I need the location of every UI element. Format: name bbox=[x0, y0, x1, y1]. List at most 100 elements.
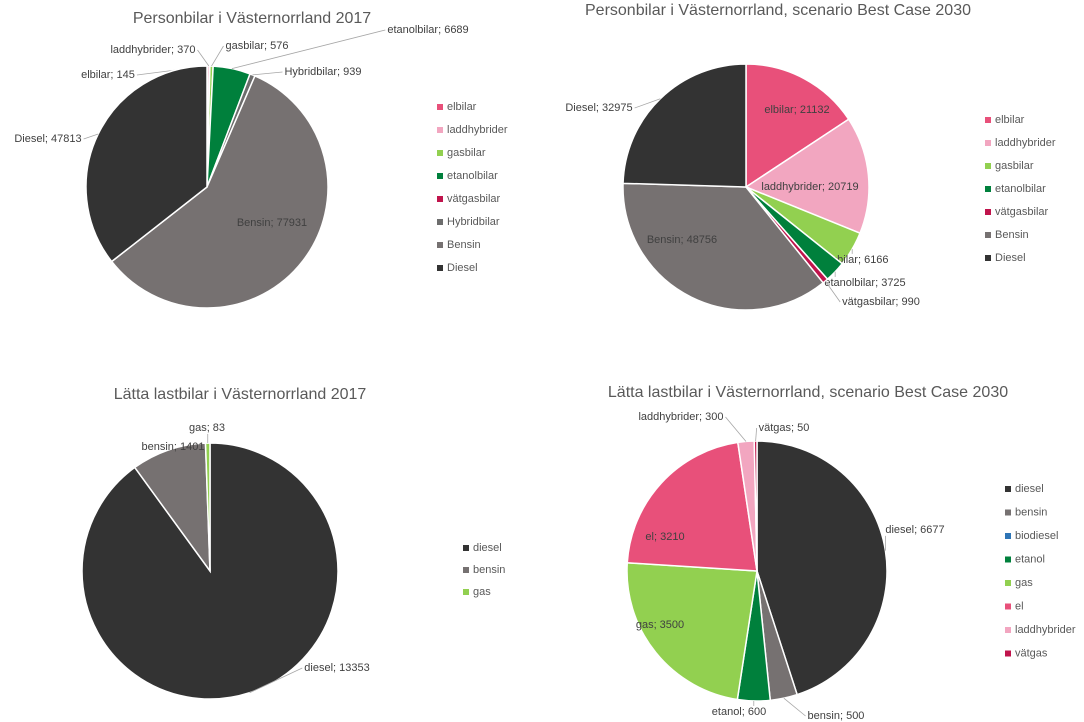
data-label: etanolbilar; 3725 bbox=[824, 277, 905, 289]
legend-swatch bbox=[1005, 580, 1011, 586]
legend-label: elbilar bbox=[447, 101, 477, 113]
legend-label: gas bbox=[1015, 577, 1033, 589]
legend-swatch bbox=[985, 209, 991, 215]
data-label: diesel; 13353 bbox=[304, 662, 369, 674]
pie-slice bbox=[756, 440, 888, 696]
legend-swatch bbox=[437, 219, 443, 225]
leader-line bbox=[211, 45, 224, 67]
data-label: etanolbilar; 6689 bbox=[387, 24, 468, 36]
legend-swatch bbox=[437, 265, 443, 271]
legend-label: laddhybrider bbox=[1015, 624, 1076, 636]
legend-swatch bbox=[985, 186, 991, 192]
pie-slice bbox=[744, 118, 870, 235]
legend-swatch bbox=[437, 104, 443, 110]
legend-swatch bbox=[1005, 603, 1011, 610]
legend-swatch bbox=[985, 117, 991, 123]
legend-label: vätgasbilar bbox=[995, 206, 1049, 218]
legend-label: Hybridbilar bbox=[447, 216, 500, 228]
legend-swatch bbox=[985, 255, 991, 261]
legend-label: diesel bbox=[473, 542, 502, 554]
leader-line bbox=[231, 29, 386, 69]
legend-label: Diesel bbox=[995, 252, 1026, 264]
leader-line bbox=[83, 133, 99, 140]
legend-swatch bbox=[1005, 509, 1011, 516]
pie-slice bbox=[622, 182, 825, 311]
data-label: gasbilar; 576 bbox=[226, 40, 289, 52]
legend-label: bensin bbox=[1015, 506, 1047, 518]
legend-label: laddhybrider bbox=[995, 137, 1056, 149]
legend-swatch bbox=[437, 196, 443, 202]
leader-line bbox=[755, 427, 758, 442]
data-label: elbilar; 145 bbox=[81, 69, 135, 81]
chart-title: Personbilar i Västernorrland 2017 bbox=[133, 10, 371, 27]
data-label: Bensin; 77931 bbox=[237, 217, 307, 229]
legend-label: gas bbox=[473, 586, 491, 598]
chart-title: Lätta lastbilar i Västernorrland 2017 bbox=[114, 386, 367, 403]
pie-slice bbox=[626, 561, 758, 701]
pie-slice bbox=[622, 63, 747, 188]
leader-line bbox=[197, 49, 210, 67]
chart-title: Personbilar i Västernorrland, scenario B… bbox=[585, 2, 971, 19]
data-label: laddhybrider; 20719 bbox=[761, 181, 858, 193]
legend-swatch bbox=[1005, 486, 1011, 492]
chart-title: Lätta lastbilar i Västernorrland, scenar… bbox=[608, 384, 1008, 401]
leader-line bbox=[783, 697, 806, 717]
legend-label: elbilar bbox=[995, 114, 1025, 126]
legend-label: gasbilar bbox=[447, 147, 486, 159]
legend-label: Bensin bbox=[995, 229, 1029, 241]
data-label: etanol; 600 bbox=[712, 706, 766, 718]
legend-label: Bensin bbox=[447, 239, 481, 251]
legend-label: bensin bbox=[473, 564, 505, 576]
legend-swatch bbox=[1005, 627, 1011, 633]
leader-line bbox=[824, 280, 841, 303]
data-label: Diesel; 32975 bbox=[565, 102, 632, 114]
legend-swatch bbox=[985, 140, 991, 146]
data-label: bensin; 500 bbox=[808, 710, 865, 722]
legend-label: etanolbilar bbox=[995, 183, 1046, 195]
data-label: Bensin; 48756 bbox=[647, 234, 717, 246]
legend-label: el bbox=[1015, 600, 1024, 612]
pie-slice bbox=[133, 442, 211, 574]
legend-label: vätgas bbox=[1015, 647, 1048, 659]
legend-swatch bbox=[985, 232, 991, 238]
data-label: Hybridbilar; 939 bbox=[284, 66, 361, 78]
data-label: bensin; 1401 bbox=[142, 441, 205, 453]
legend-label: gasbilar bbox=[995, 160, 1034, 172]
legend-swatch bbox=[1005, 556, 1011, 563]
legend-label: etanol bbox=[1015, 553, 1045, 565]
leader-line bbox=[249, 667, 303, 694]
legend-swatch bbox=[437, 150, 443, 156]
data-label: Diesel; 47813 bbox=[14, 133, 81, 145]
data-label: gas; 3500 bbox=[636, 619, 684, 631]
data-label: diesel; 6677 bbox=[885, 524, 944, 536]
data-label: vätgas; 50 bbox=[759, 422, 810, 434]
pie-slice bbox=[626, 441, 758, 572]
legend-swatch bbox=[1005, 650, 1011, 657]
legend-swatch bbox=[1005, 533, 1011, 539]
data-label: gas; 83 bbox=[189, 422, 225, 434]
leader-line bbox=[725, 416, 747, 442]
legend-label: diesel bbox=[1015, 483, 1044, 495]
pie-slice bbox=[745, 63, 850, 189]
data-label: vätgasbilar; 990 bbox=[842, 296, 920, 308]
legend-label: Diesel bbox=[447, 262, 478, 274]
legend-swatch bbox=[437, 127, 443, 133]
leader-line bbox=[634, 98, 661, 109]
leader-line bbox=[252, 71, 283, 76]
legend-swatch bbox=[463, 567, 469, 573]
data-label: elbilar; 21132 bbox=[764, 104, 829, 116]
legend-swatch bbox=[463, 545, 469, 551]
legend-swatch bbox=[463, 589, 469, 595]
legend-swatch bbox=[437, 173, 443, 179]
legend-label: etanolbilar bbox=[447, 170, 498, 182]
data-label: el; 3210 bbox=[645, 531, 684, 543]
legend-label: laddhybrider bbox=[447, 124, 508, 136]
pie-slice bbox=[110, 74, 329, 309]
legend-swatch bbox=[437, 242, 443, 248]
data-label: laddhybrider; 300 bbox=[638, 411, 723, 423]
legend-label: biodiesel bbox=[1015, 530, 1058, 542]
legend-swatch bbox=[985, 163, 991, 169]
legend-label: vätgasbilar bbox=[447, 193, 501, 205]
data-label: laddhybrider; 370 bbox=[110, 44, 195, 56]
